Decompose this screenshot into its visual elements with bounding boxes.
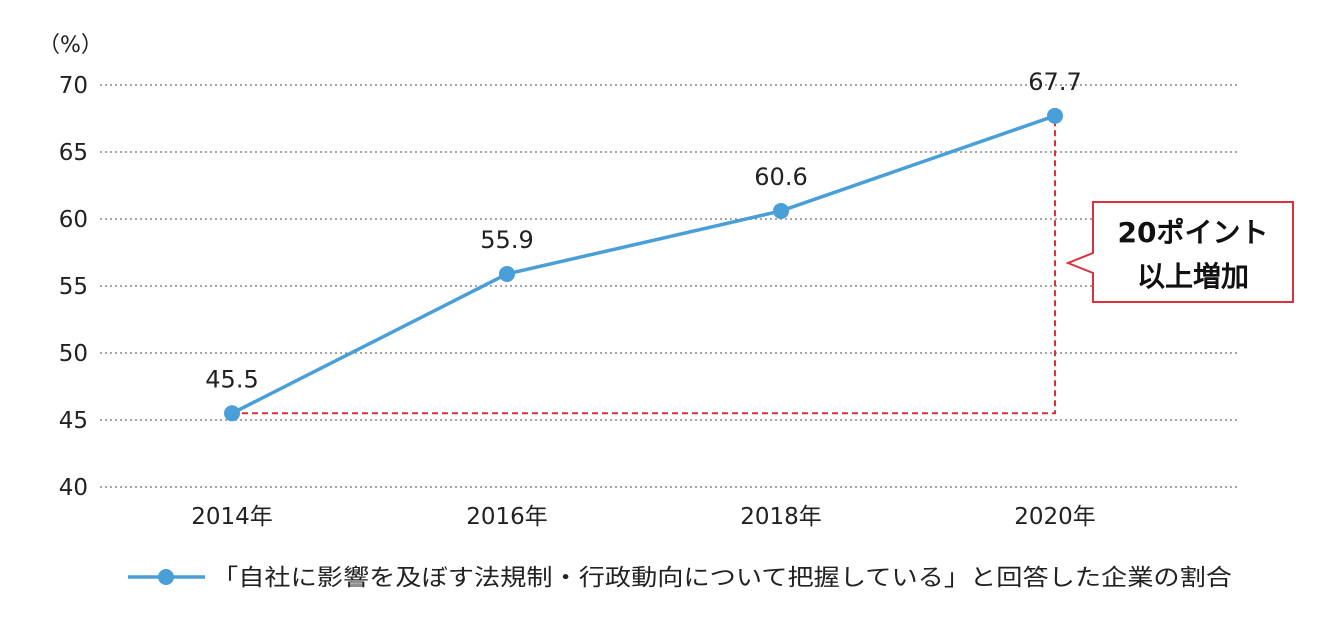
increase-bracket-line: [232, 115, 1056, 415]
callout-bubble: [1065, 201, 1294, 303]
data-label: 67.7: [1028, 68, 1081, 96]
legend: 「自社に影響を及ぼす法規制・行政動向について把握している」と回答した企業の割合: [128, 565, 1232, 591]
y-tick-label: 45: [59, 408, 88, 434]
y-tick-label: 60: [59, 207, 88, 233]
y-tick-label: 40: [59, 475, 88, 501]
data-label: 45.5: [205, 365, 258, 393]
series-line: [231, 114, 1056, 415]
series-layer: [224, 107, 1063, 422]
y-tick-label: 65: [59, 140, 88, 166]
y-tick-label: 55: [59, 274, 88, 300]
grid-lines: [100, 84, 1238, 488]
y-unit-label: （%）: [38, 33, 103, 58]
x-axis-ticks: 2014年 2016年 2018年 2020年: [191, 504, 1096, 530]
data-labels: 45.5 55.9 60.6 67.7: [205, 68, 1081, 393]
data-point: [224, 405, 240, 422]
callout-line-2: 以上増加: [1137, 260, 1249, 293]
x-tick-label: 2014年: [191, 504, 273, 530]
x-tick-label: 2018年: [740, 504, 822, 530]
y-axis-ticks: 70 65 60 55 50 45 40: [59, 73, 88, 501]
callout-line-1: 20ポイント: [1118, 216, 1269, 249]
data-label: 55.9: [480, 226, 533, 254]
legend-marker-swatch: [158, 569, 174, 585]
x-tick-label: 2020年: [1014, 504, 1096, 530]
data-label: 60.6: [754, 163, 807, 191]
y-tick-label: 50: [59, 341, 88, 367]
data-point: [1047, 107, 1063, 124]
y-tick-label: 70: [59, 73, 88, 99]
legend-label: 「自社に影響を及ぼす法規制・行政動向について把握している」と回答した企業の割合: [212, 565, 1232, 591]
x-tick-label: 2016年: [466, 504, 548, 530]
data-point: [773, 202, 789, 219]
callout-box: 20ポイント 以上増加: [1065, 201, 1294, 303]
increase-annotation: [232, 115, 1056, 415]
data-point: [499, 265, 515, 282]
